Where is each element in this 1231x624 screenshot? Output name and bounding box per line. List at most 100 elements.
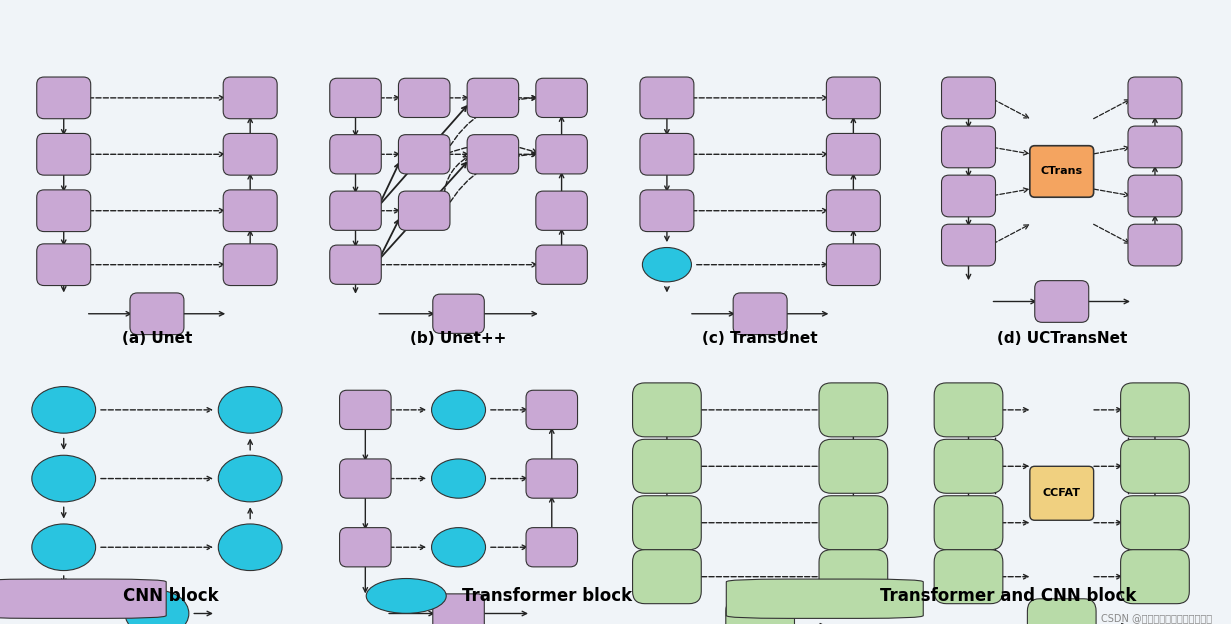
FancyBboxPatch shape — [640, 77, 694, 119]
FancyArrowPatch shape — [101, 612, 118, 616]
Text: CNN block: CNN block — [123, 587, 219, 605]
FancyArrowPatch shape — [665, 486, 670, 501]
FancyBboxPatch shape — [223, 190, 277, 232]
Text: Transformer block: Transformer block — [462, 587, 632, 605]
Text: (c) TransUnet: (c) TransUnet — [703, 331, 817, 346]
FancyBboxPatch shape — [934, 495, 1003, 550]
FancyBboxPatch shape — [526, 390, 577, 429]
FancyArrowPatch shape — [62, 439, 66, 449]
FancyArrowPatch shape — [101, 545, 212, 550]
FancyBboxPatch shape — [633, 495, 702, 550]
Text: CSDN @医学分割哇哇哇哇哇哇哇哇: CSDN @医学分割哇哇哇哇哇哇哇哇 — [1102, 613, 1213, 623]
FancyBboxPatch shape — [1128, 126, 1182, 168]
Ellipse shape — [218, 456, 282, 502]
FancyBboxPatch shape — [1030, 466, 1093, 520]
FancyArrowPatch shape — [1001, 407, 1028, 412]
FancyBboxPatch shape — [942, 77, 996, 119]
FancyArrowPatch shape — [89, 152, 224, 157]
FancyBboxPatch shape — [819, 439, 888, 494]
FancyArrowPatch shape — [62, 576, 66, 583]
FancyArrowPatch shape — [483, 311, 537, 316]
FancyBboxPatch shape — [330, 245, 382, 285]
FancyBboxPatch shape — [726, 579, 923, 618]
FancyArrowPatch shape — [665, 117, 670, 134]
FancyBboxPatch shape — [726, 599, 794, 624]
Ellipse shape — [32, 386, 96, 433]
FancyArrowPatch shape — [62, 507, 66, 517]
FancyBboxPatch shape — [223, 134, 277, 175]
FancyArrowPatch shape — [692, 311, 734, 316]
FancyArrowPatch shape — [353, 228, 358, 246]
FancyBboxPatch shape — [1035, 281, 1088, 323]
FancyArrowPatch shape — [247, 231, 252, 246]
FancyArrowPatch shape — [993, 188, 1028, 195]
FancyArrowPatch shape — [1152, 431, 1157, 446]
FancyArrowPatch shape — [966, 215, 971, 225]
FancyBboxPatch shape — [535, 135, 587, 174]
FancyArrowPatch shape — [1152, 118, 1157, 128]
FancyBboxPatch shape — [826, 190, 880, 232]
FancyArrowPatch shape — [692, 152, 827, 157]
FancyArrowPatch shape — [389, 407, 425, 412]
FancyBboxPatch shape — [37, 244, 91, 286]
FancyBboxPatch shape — [826, 134, 880, 175]
FancyArrowPatch shape — [966, 597, 971, 602]
Text: (b) Unet++: (b) Unet++ — [410, 331, 507, 346]
FancyArrowPatch shape — [694, 407, 825, 412]
FancyArrowPatch shape — [353, 282, 358, 292]
FancyBboxPatch shape — [0, 579, 166, 618]
FancyBboxPatch shape — [330, 191, 382, 230]
FancyArrowPatch shape — [1093, 100, 1129, 119]
FancyBboxPatch shape — [1120, 550, 1189, 603]
FancyArrowPatch shape — [62, 283, 66, 291]
Text: (a) Unet: (a) Unet — [122, 331, 192, 346]
FancyArrowPatch shape — [1001, 520, 1028, 525]
FancyBboxPatch shape — [633, 550, 702, 603]
FancyArrowPatch shape — [379, 208, 399, 213]
FancyArrowPatch shape — [1001, 575, 1028, 579]
FancyBboxPatch shape — [433, 594, 484, 624]
FancyBboxPatch shape — [340, 528, 391, 567]
FancyArrowPatch shape — [363, 427, 368, 459]
FancyArrowPatch shape — [1094, 575, 1121, 579]
FancyArrowPatch shape — [194, 612, 212, 616]
FancyArrowPatch shape — [1093, 224, 1129, 243]
FancyArrowPatch shape — [389, 545, 425, 550]
FancyBboxPatch shape — [433, 294, 484, 333]
FancyArrowPatch shape — [993, 300, 1035, 304]
Ellipse shape — [432, 390, 485, 429]
FancyArrowPatch shape — [966, 117, 971, 127]
FancyArrowPatch shape — [697, 263, 827, 267]
FancyBboxPatch shape — [942, 224, 996, 266]
FancyBboxPatch shape — [826, 77, 880, 119]
FancyArrowPatch shape — [993, 147, 1028, 155]
FancyArrowPatch shape — [389, 476, 425, 480]
FancyArrowPatch shape — [247, 509, 252, 519]
FancyArrowPatch shape — [966, 264, 971, 279]
FancyBboxPatch shape — [640, 134, 694, 175]
FancyArrowPatch shape — [851, 431, 856, 446]
Text: CTrans: CTrans — [1040, 167, 1083, 177]
FancyBboxPatch shape — [223, 77, 277, 119]
FancyBboxPatch shape — [1028, 599, 1096, 624]
FancyArrowPatch shape — [389, 612, 433, 616]
FancyArrowPatch shape — [483, 612, 527, 616]
FancyArrowPatch shape — [1094, 464, 1121, 469]
FancyArrowPatch shape — [379, 95, 399, 100]
FancyArrowPatch shape — [379, 152, 399, 157]
FancyArrowPatch shape — [1087, 300, 1129, 304]
FancyArrowPatch shape — [363, 496, 368, 528]
FancyArrowPatch shape — [182, 311, 224, 316]
FancyArrowPatch shape — [851, 488, 856, 503]
FancyBboxPatch shape — [535, 191, 587, 230]
FancyArrowPatch shape — [380, 106, 467, 203]
FancyBboxPatch shape — [633, 383, 702, 437]
FancyArrowPatch shape — [517, 95, 537, 100]
FancyBboxPatch shape — [826, 244, 880, 286]
FancyArrowPatch shape — [101, 407, 212, 412]
FancyArrowPatch shape — [1152, 544, 1157, 557]
Ellipse shape — [126, 590, 188, 624]
FancyArrowPatch shape — [1152, 488, 1157, 503]
FancyArrowPatch shape — [1094, 146, 1129, 154]
FancyArrowPatch shape — [247, 118, 252, 135]
